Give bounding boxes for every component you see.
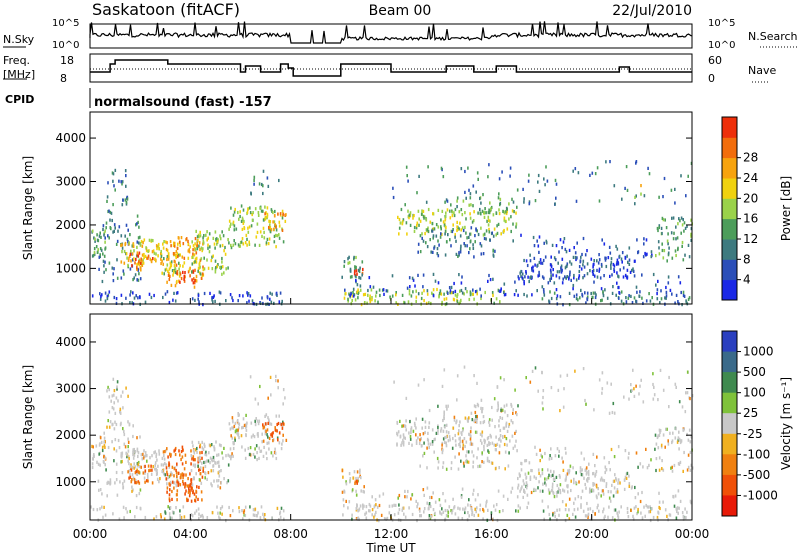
ytick-label: 3000: [55, 175, 86, 189]
nave-label: Nave: [748, 64, 776, 77]
noise-tick-left-top: 10^5: [52, 18, 79, 29]
colorbar-segment: [722, 331, 737, 353]
colorbar-segment: [722, 279, 737, 301]
colorbar-segment: [722, 198, 737, 220]
freq-label: Freq.: [3, 54, 30, 67]
nsky-label: N.Sky: [3, 33, 35, 46]
colorbar-segment: [722, 239, 737, 260]
colorbar-tick-label: -1000: [743, 488, 778, 502]
noise-tick-right-bottom: 10^0: [708, 40, 735, 51]
colorbar-segment: [722, 259, 737, 281]
colorbar-tick-label: 12: [743, 232, 758, 246]
colorbar-tick-label: 500: [743, 365, 766, 379]
colorbar-frame: [721, 116, 738, 301]
freq-trace: [90, 59, 692, 77]
colorbar-tick-label: 4: [743, 273, 751, 287]
freq-tick-bottom: 8: [60, 72, 67, 85]
xtick-label: 12:00: [374, 527, 409, 541]
ylabel: Slant Range [km]: [21, 156, 35, 260]
colorbar-segment: [722, 117, 737, 138]
xtick-label: 00:00: [675, 527, 710, 541]
colorbar-segment: [722, 137, 737, 159]
colorbar-tick-label: -100: [743, 447, 770, 461]
colorbar-tick-label: -500: [743, 468, 770, 482]
colorbar-tick-label: -25: [743, 427, 763, 441]
plot-title: Saskatoon (fitACF): [92, 0, 240, 19]
colorbar-segment: [722, 372, 737, 394]
colorbar-tick-label: 100: [743, 386, 766, 400]
colorbar-tick-label: 25: [743, 406, 758, 420]
power-heatmap: [91, 160, 693, 307]
colorbar-segment: [722, 495, 737, 517]
xtick-label: 20:00: [574, 527, 609, 541]
date-label: 22/Jul/2010: [612, 3, 692, 19]
panel-frame: [89, 313, 693, 521]
xtick-label: 04:00: [173, 527, 208, 541]
beam-label: Beam 00: [369, 3, 432, 19]
nsearch-label: N.Search: [748, 30, 798, 43]
ytick-label: 1000: [55, 475, 86, 489]
colorbar-tick-label: 24: [743, 171, 758, 185]
colorbar-tick-label: 20: [743, 191, 758, 205]
colorbar-segment: [722, 178, 737, 199]
velocity-colorbar: [721, 330, 741, 517]
ytick-label: 2000: [55, 428, 86, 442]
xtick-label: 16:00: [474, 527, 509, 541]
xtick-label: 00:00: [73, 527, 108, 541]
colorbar-segment: [722, 218, 737, 240]
colorbar-tick-label: 8: [743, 252, 751, 266]
colorbar-tick-label: 16: [743, 212, 758, 226]
colorbar-segment: [722, 474, 737, 496]
ytick-label: 3000: [55, 382, 86, 396]
freq-panel-frame: [89, 53, 693, 83]
velocity-heatmap: [90, 365, 694, 523]
freq-unit-label: [MHz]: [3, 68, 35, 81]
colorbar-label: Velocity [m s⁻¹]: [779, 377, 793, 470]
nave-tick-top: 60: [708, 54, 722, 67]
ylabel: Slant Range [km]: [21, 365, 35, 469]
colorbar-segment: [722, 392, 737, 414]
noise-tick-left-bottom: 10^0: [52, 40, 79, 51]
noise-trace: [89, 21, 692, 44]
ytick-label: 1000: [55, 261, 86, 275]
xlabel: Time UT: [365, 541, 416, 554]
colorbar-tick-label: 28: [743, 151, 758, 165]
xtick-label: 08:00: [273, 527, 308, 541]
colorbar-segment: [722, 433, 737, 455]
colorbar-tick-label: 1000: [743, 345, 774, 359]
ytick-label: 2000: [55, 218, 86, 232]
colorbar-segment: [722, 157, 737, 179]
cpid-text: normalsound (fast) -157: [94, 95, 272, 110]
power-colorbar: [721, 116, 741, 301]
ytick-label: 4000: [55, 131, 86, 145]
nave-tick-bottom: 0: [708, 72, 715, 85]
colorbar-label: Power [dB]: [779, 176, 793, 241]
ytick-label: 4000: [55, 335, 86, 349]
noise-tick-right-top: 10^5: [708, 18, 735, 29]
colorbar-segment: [722, 413, 737, 435]
colorbar-segment: [722, 454, 737, 476]
cpid-label: CPID: [5, 93, 34, 106]
freq-tick-top: 18: [60, 54, 74, 67]
colorbar-segment: [722, 351, 737, 373]
colorbar-frame: [721, 330, 738, 517]
